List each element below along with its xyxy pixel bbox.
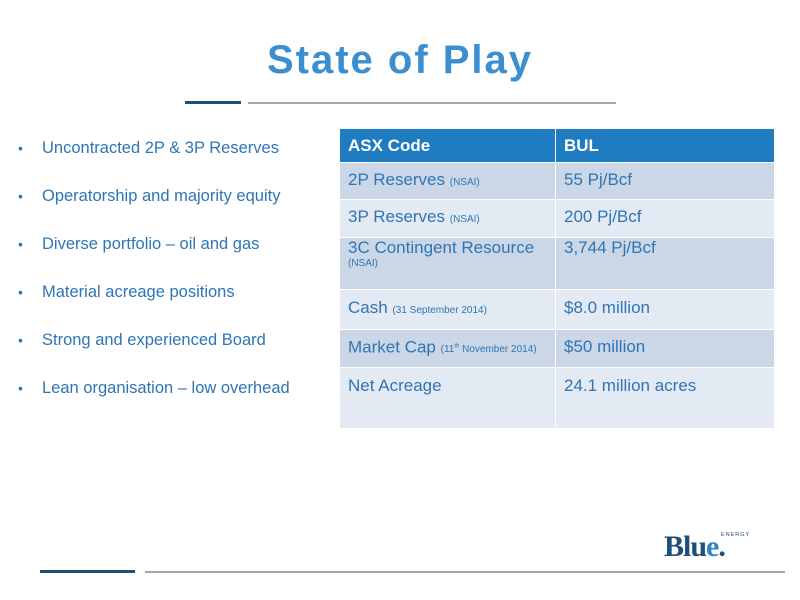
bullet-item: • Lean organisation – low overhead [18, 376, 328, 424]
slide-title: State of Play [266, 38, 534, 82]
table-row: 2P Reserves (NSAI) 55 Pj/Bcf [340, 163, 775, 200]
title-rule [248, 102, 616, 104]
row-note: (11th November 2014) [440, 344, 537, 356]
row-note: (NSAI) [449, 177, 480, 188]
row-label: 2P Reserves (NSAI) [340, 163, 556, 200]
bullet-dot-icon: • [18, 140, 23, 156]
row-note: (NSAI) [449, 214, 480, 225]
table-header-label: ASX Code [340, 129, 556, 163]
table-row: 3C Contingent Resource (NSAI) 3,744 Pj/Bc… [340, 238, 775, 290]
row-label: 3C Contingent Resource (NSAI) [340, 238, 556, 290]
row-label: Cash (31 September 2014) [340, 290, 556, 330]
row-label: Market Cap (11th November 2014) [340, 330, 556, 369]
title-rule-accent [185, 101, 241, 104]
bullet-item: • Material acreage positions [18, 280, 328, 328]
row-label: Net Acreage [340, 368, 556, 430]
logo-energy-label: ENERGY [721, 532, 751, 538]
row-note: (NSAI) [348, 258, 378, 269]
bullet-dot-icon: • [18, 380, 23, 396]
row-value: 24.1 million acres [556, 368, 775, 430]
logo-wordmark: Blue. [664, 530, 726, 563]
row-value: 55 Pj/Bcf [556, 163, 775, 200]
table-row: 3P Reserves (NSAI) 200 Pj/Bcf [340, 200, 775, 238]
row-note: (31 September 2014) [392, 305, 487, 316]
bullet-dot-icon: • [18, 236, 23, 252]
table-header-row: ASX Code BUL [340, 129, 775, 163]
row-value: 3,744 Pj/Bcf [556, 238, 775, 290]
footer-rule-accent [40, 570, 135, 573]
bullet-dot-icon: • [18, 332, 23, 348]
table-row: Market Cap (11th November 2014) $50 mill… [340, 330, 775, 369]
bullet-item: • Diverse portfolio – oil and gas [18, 232, 328, 280]
bullet-dot-icon: • [18, 188, 23, 204]
bullet-dot-icon: • [18, 284, 23, 300]
bullet-item: • Strong and experienced Board [18, 328, 328, 376]
bullet-list: • Uncontracted 2P & 3P Reserves • Operator… [18, 136, 328, 424]
table-header-value: BUL [556, 129, 775, 163]
footer-rule [145, 571, 785, 573]
blue-energy-logo: Blue. ENERGY [664, 530, 751, 564]
row-value: $8.0 million [556, 290, 775, 330]
table-row: Net Acreage 24.1 million acres [340, 368, 775, 430]
row-value: 200 Pj/Bcf [556, 200, 775, 238]
row-value: $50 million [556, 330, 775, 369]
company-facts-table: ASX Code BUL 2P Reserves (NSAI) 55 Pj/Bc… [340, 129, 775, 430]
table-row: Cash (31 September 2014) $8.0 million [340, 290, 775, 330]
bullet-item: • Operatorship and majority equity [18, 184, 328, 232]
row-label: 3P Reserves (NSAI) [340, 200, 556, 238]
bullet-item: • Uncontracted 2P & 3P Reserves [18, 136, 328, 184]
